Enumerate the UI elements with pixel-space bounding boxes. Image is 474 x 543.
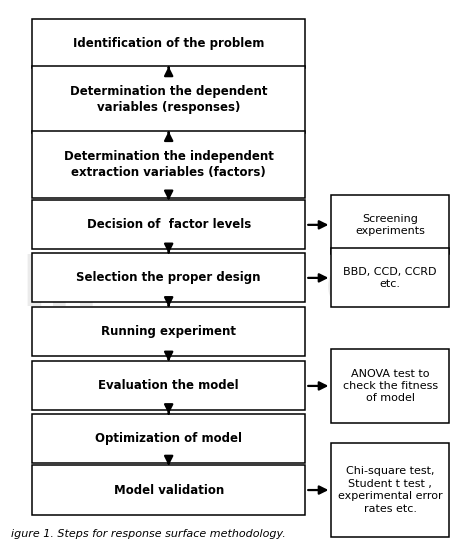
FancyBboxPatch shape bbox=[32, 200, 305, 249]
Text: Determination the independent
extraction variables (factors): Determination the independent extraction… bbox=[64, 150, 273, 179]
FancyBboxPatch shape bbox=[32, 414, 305, 463]
Text: Evaluation the model: Evaluation the model bbox=[99, 380, 239, 393]
FancyBboxPatch shape bbox=[331, 444, 449, 536]
Text: Identification of the problem: Identification of the problem bbox=[73, 36, 264, 49]
FancyBboxPatch shape bbox=[32, 66, 305, 132]
Text: Decision of  factor levels: Decision of factor levels bbox=[87, 218, 251, 231]
Text: In: In bbox=[20, 252, 99, 321]
Text: Determination the dependent
variables (responses): Determination the dependent variables (r… bbox=[70, 85, 267, 114]
FancyBboxPatch shape bbox=[331, 248, 449, 307]
FancyBboxPatch shape bbox=[32, 465, 305, 515]
FancyBboxPatch shape bbox=[32, 362, 305, 411]
Text: Selection the proper design: Selection the proper design bbox=[76, 272, 261, 285]
FancyBboxPatch shape bbox=[32, 131, 305, 198]
FancyBboxPatch shape bbox=[32, 307, 305, 356]
FancyBboxPatch shape bbox=[32, 254, 305, 302]
FancyBboxPatch shape bbox=[32, 18, 305, 68]
FancyBboxPatch shape bbox=[331, 349, 449, 423]
Text: Screening
experiments: Screening experiments bbox=[355, 213, 425, 236]
Text: BBD, CCD, CCRD
etc.: BBD, CCD, CCRD etc. bbox=[343, 267, 437, 289]
Text: en: en bbox=[325, 252, 426, 321]
Text: Model validation: Model validation bbox=[114, 484, 224, 496]
Text: ANOVA test to
check the fitness
of model: ANOVA test to check the fitness of model bbox=[343, 369, 438, 403]
Text: Chi-square test,
Student t test ,
experimental error
rates etc.: Chi-square test, Student t test , experi… bbox=[338, 466, 442, 514]
Text: igure 1. Steps for response surface methodology.: igure 1. Steps for response surface meth… bbox=[11, 529, 285, 539]
Text: Running experiment: Running experiment bbox=[101, 325, 236, 338]
FancyBboxPatch shape bbox=[331, 195, 449, 254]
Text: Optimization of model: Optimization of model bbox=[95, 432, 242, 445]
